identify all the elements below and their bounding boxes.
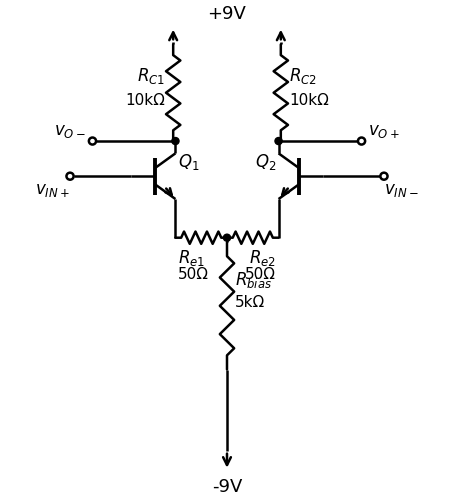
Text: $v_{IN-}$: $v_{IN-}$: [384, 180, 419, 198]
Text: $R_{e1}$: $R_{e1}$: [178, 248, 205, 268]
Text: 10kΩ: 10kΩ: [289, 93, 329, 108]
Text: +9V: +9V: [207, 6, 247, 24]
Text: $v_{O+}$: $v_{O+}$: [368, 122, 400, 140]
Text: $Q_1$: $Q_1$: [178, 152, 199, 171]
Text: $Q_2$: $Q_2$: [255, 152, 276, 171]
Circle shape: [223, 234, 231, 241]
Text: 5kΩ: 5kΩ: [235, 294, 265, 309]
Text: -9V: -9V: [212, 477, 242, 495]
Text: 10kΩ: 10kΩ: [125, 93, 165, 108]
Circle shape: [275, 138, 282, 145]
Text: 50Ω: 50Ω: [245, 267, 276, 282]
Text: $v_{O-}$: $v_{O-}$: [54, 122, 86, 140]
Text: $R_{e2}$: $R_{e2}$: [249, 248, 276, 268]
Text: $v_{IN+}$: $v_{IN+}$: [35, 180, 70, 198]
Text: $R_{C1}$: $R_{C1}$: [137, 66, 165, 86]
Text: 50Ω: 50Ω: [178, 267, 209, 282]
Circle shape: [172, 138, 179, 145]
Text: $R_{C2}$: $R_{C2}$: [289, 66, 317, 86]
Text: $R_{bias}$: $R_{bias}$: [235, 270, 272, 290]
